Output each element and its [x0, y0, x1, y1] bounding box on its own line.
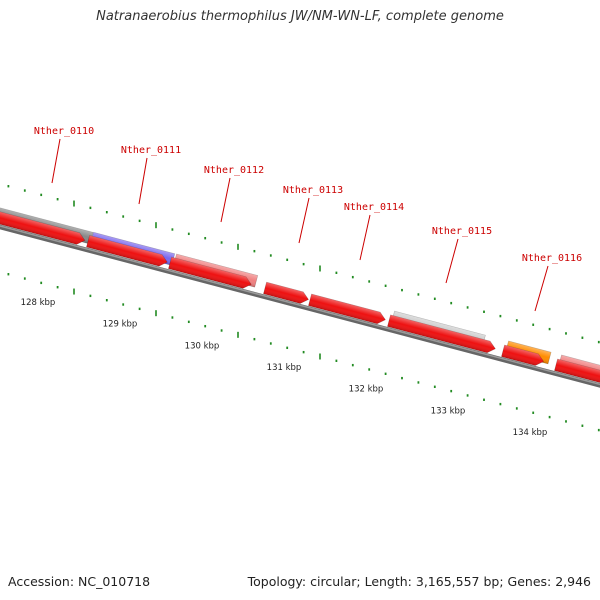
cds-arrow: [86, 235, 168, 267]
cds-arrow-shade: [0, 210, 85, 245]
gene-leader-line: [298, 197, 310, 244]
kbp-tick-label: 132 kbp: [349, 385, 384, 395]
gene-label-Nther_0110: Nther_0110: [34, 126, 94, 137]
cds-arrow: [0, 210, 86, 245]
gene-labels-layer: Nther_0110 Nther_0111 Nther_0112 Nther_0113…: [34, 126, 582, 312]
cds-arrow-shade: [168, 257, 252, 289]
backbone-highlight: [0, 225, 600, 386]
cds-arrow-shade: [263, 282, 309, 304]
gene-leader-line: [138, 157, 148, 205]
cds-arrow: [387, 314, 496, 354]
kbp-tick-label: 134 kbp: [513, 428, 548, 438]
gene-leader-line: [445, 238, 459, 284]
kbp-tick-label: 130 kbp: [185, 341, 220, 351]
cds-arrow: [501, 344, 545, 366]
cds-arrow: [168, 256, 252, 289]
gene-label-Nther_0114: Nther_0114: [344, 202, 404, 213]
cds-arrow-shade: [501, 344, 544, 366]
kbp-tick-label: 129 kbp: [103, 320, 138, 330]
backbone-line: [0, 224, 600, 388]
backbone-layer: [0, 224, 600, 388]
gene-label-Nther_0111: Nther_0111: [121, 145, 181, 156]
map-title: Natranaerobius thermophilus JW/NM-WN-LF,…: [96, 9, 504, 24]
gene-label-Nther_0116: Nther_0116: [522, 253, 582, 264]
gene-leader-line: [220, 177, 231, 223]
kbp-tick-label: 133 kbp: [431, 406, 466, 416]
kbp-tick-label: 128 kbp: [21, 298, 56, 308]
gene-leader-line: [534, 265, 549, 312]
cds-arrow-shade: [86, 235, 168, 267]
cds-arrow: [263, 281, 309, 304]
feature-layer: [0, 205, 600, 385]
gene-leader-line: [51, 138, 61, 184]
gene-label-Nther_0112: Nther_0112: [204, 165, 264, 176]
cds-arrow: [308, 293, 386, 325]
kbp-tick-label: 131 kbp: [267, 363, 302, 373]
cds-arrow-shade: [308, 294, 386, 324]
gene-label-Nther_0113: Nther_0113: [283, 185, 343, 196]
gene-leader-line: [359, 214, 371, 261]
cds-arrow-shade: [554, 358, 600, 385]
cds-arrow: [554, 358, 600, 385]
genome-summary-text: Topology: circular; Length: 3,165,557 bp…: [247, 574, 591, 589]
scale-ticks: 128 kbp 129 kbp 130 kbp 131 kbp 132 kbp 133 k…: [7, 185, 600, 438]
cds-arrow-shade: [387, 314, 496, 353]
gene-label-Nther_0115: Nther_0115: [432, 226, 492, 237]
accession-text: Accession: NC_010718: [8, 574, 151, 589]
